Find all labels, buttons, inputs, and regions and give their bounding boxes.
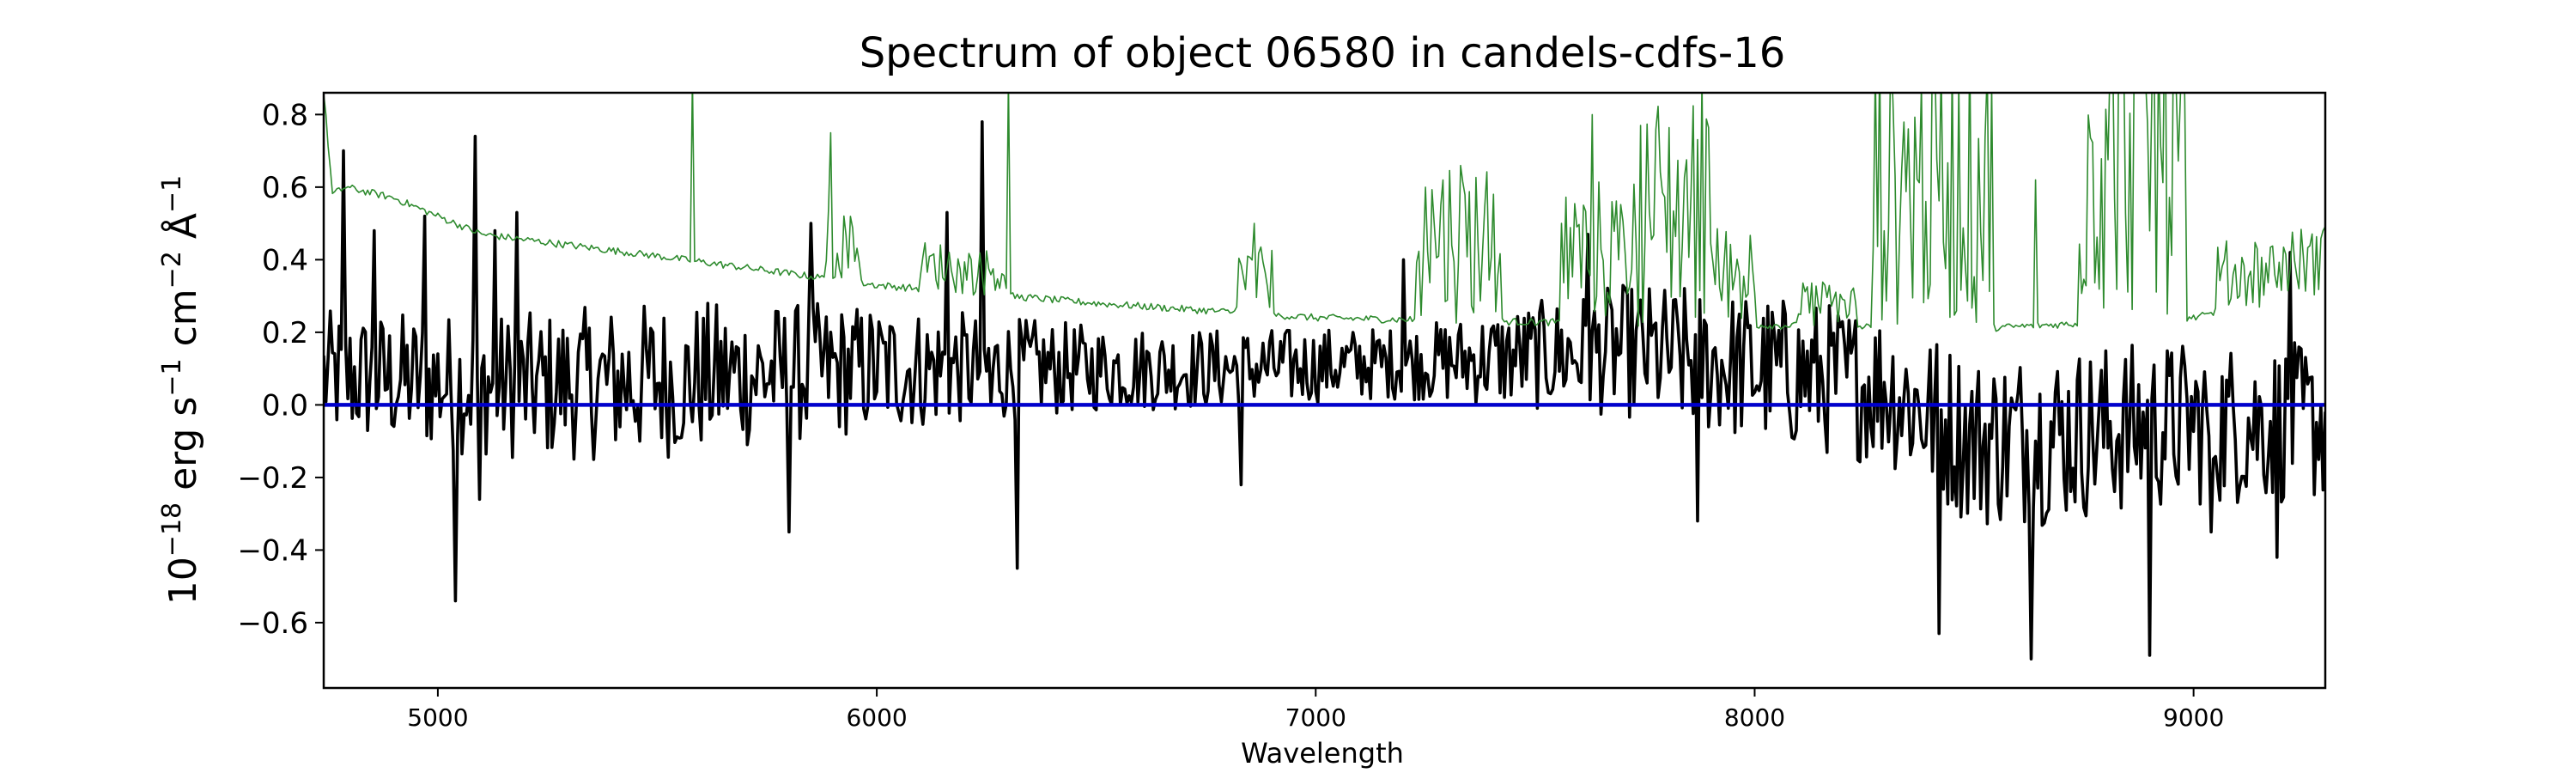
y-tick-label: 0.6: [262, 171, 308, 205]
chart-title: Spectrum of object 06580 in candels-cdfs…: [860, 29, 1786, 77]
series-group: [324, 93, 2325, 660]
y-tick-label: 0.4: [262, 243, 308, 277]
x-axis: 5000 6000 7000 8000 9000: [407, 688, 2224, 732]
y-tick-label: 0.0: [262, 388, 308, 423]
y-tick-label: 0.8: [262, 98, 308, 132]
plot-frame: [322, 91, 2327, 690]
y-tick-label: 0.2: [262, 316, 308, 350]
x-tick-label: 6000: [846, 703, 907, 732]
x-axis-label: Wavelength: [1241, 737, 1404, 770]
y-tick-label: −0.2: [237, 461, 308, 496]
x-tick-label: 9000: [2163, 703, 2224, 732]
x-tick-label: 8000: [1724, 703, 1785, 732]
y-axis: −0.6 −0.4 −0.2 0.0 0.2 0.4 0.6 0.8: [237, 98, 324, 641]
x-tick-label: 5000: [407, 703, 468, 732]
x-tick-label: 7000: [1285, 703, 1346, 732]
series-error-line: [324, 93, 2325, 332]
y-axis-label: 10−18 erg s−1 cm−2 Å−1: [157, 175, 205, 605]
y-tick-label: −0.6: [237, 606, 308, 641]
series-flux-line: [324, 120, 2325, 660]
y-tick-label: −0.4: [237, 533, 308, 568]
